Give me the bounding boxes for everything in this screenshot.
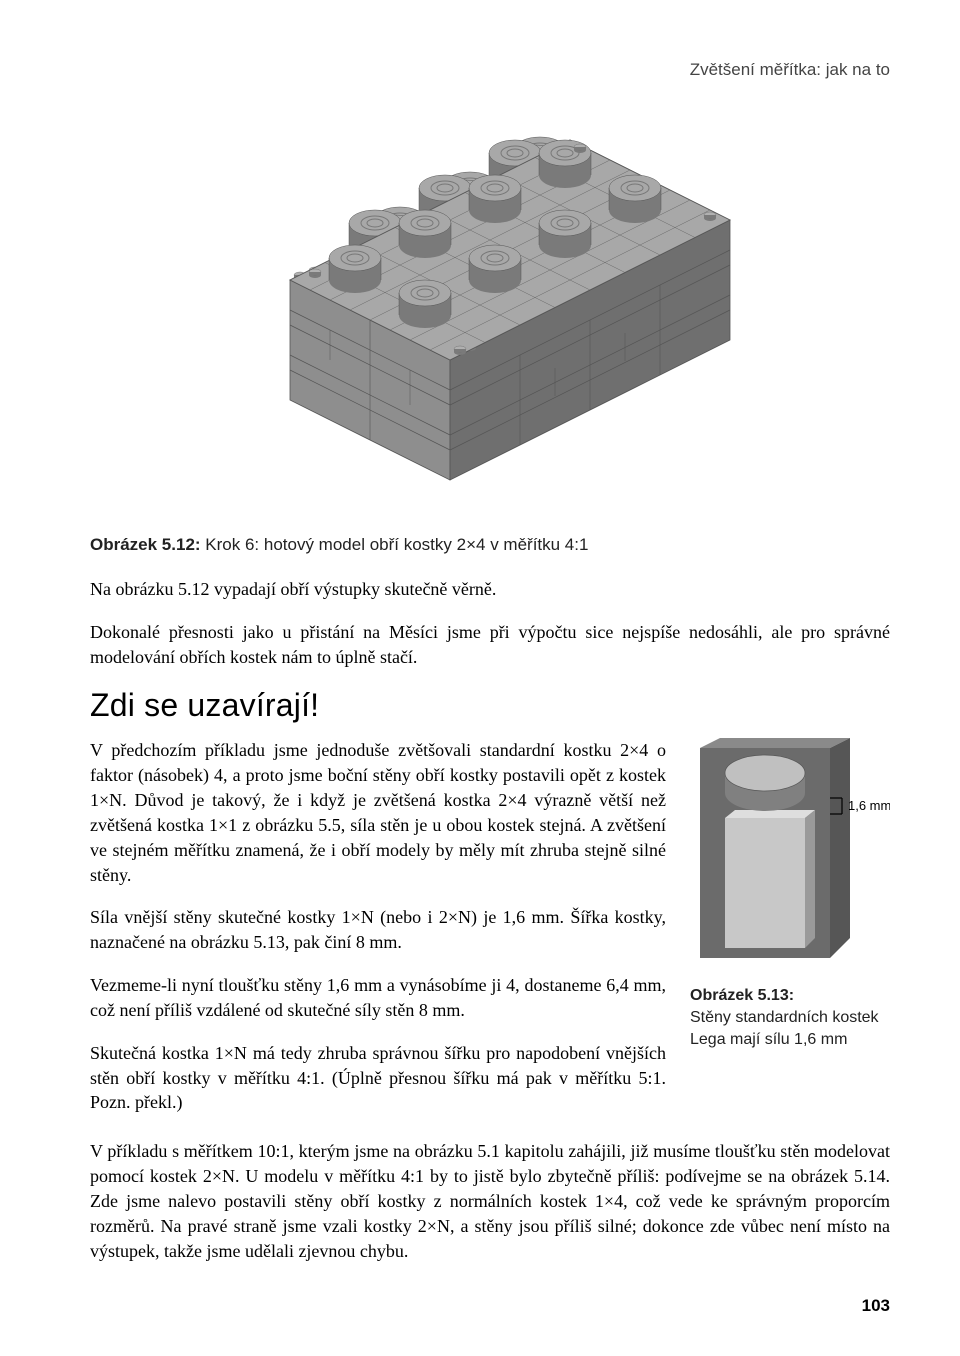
dim-label: 1,6 mm [848, 798, 890, 813]
para-1: Na obrázku 5.12 vypadají obří výstupky s… [90, 577, 890, 602]
figure-5-12 [90, 100, 890, 505]
para-4: Síla vnější stěny skutečné kostky 1×N (n… [90, 905, 666, 955]
para-6: Skutečná kostka 1×N má tedy zhruba správ… [90, 1041, 666, 1115]
running-header: Zvětšení měřítka: jak na to [90, 60, 890, 80]
figure-5-13-svg: 1,6 mm [690, 738, 890, 968]
caption-text: Krok 6: hotový model obří kostky 2×4 v m… [205, 535, 588, 554]
figure-5-12-caption: Obrázek 5.12: Krok 6: hotový model obří … [90, 535, 890, 555]
para-2: Dokonalé přesnosti jako u přistání na Mě… [90, 620, 890, 670]
para-7: V příkladu s měřítkem 10:1, kterým jsme … [90, 1139, 890, 1263]
brick-isometric-svg [170, 100, 810, 500]
figure-5-13-caption: Obrázek 5.13: Stěny standardních kostek … [690, 985, 890, 1050]
side-caption-label: Obrázek 5.13: [690, 987, 794, 1004]
side-caption-text: Stěny standardních kostek Lega mají sílu… [690, 1009, 879, 1048]
section-heading: Zdi se uzavírají! [90, 687, 890, 724]
page-number: 103 [862, 1296, 890, 1316]
caption-label: Obrázek 5.12: [90, 535, 201, 554]
para-3: V předchozím příkladu jsme jednoduše zvě… [90, 738, 666, 887]
para-5: Vezmeme-li nyní tloušťku stěny 1,6 mm a … [90, 973, 666, 1023]
